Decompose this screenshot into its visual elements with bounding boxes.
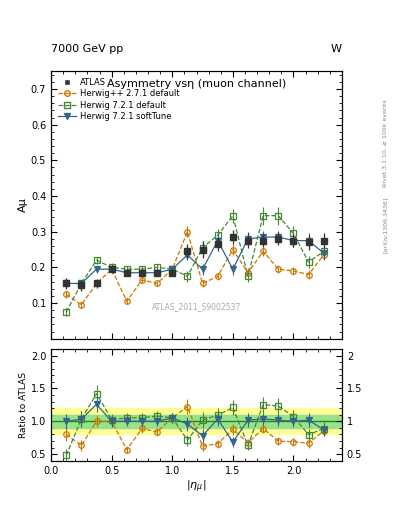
X-axis label: $|\eta_\mu|$: $|\eta_\mu|$ <box>186 478 207 495</box>
Text: Rivet 3.1.10, ≥ 100k events: Rivet 3.1.10, ≥ 100k events <box>383 99 388 187</box>
Text: W: W <box>331 44 342 54</box>
Y-axis label: Ratio to ATLAS: Ratio to ATLAS <box>19 372 28 438</box>
Text: 7000 GeV pp: 7000 GeV pp <box>51 44 123 54</box>
Y-axis label: Aμ: Aμ <box>18 198 28 212</box>
Legend: ATLAS, Herwig++ 2.7.1 default, Herwig 7.2.1 default, Herwig 7.2.1 softTune: ATLAS, Herwig++ 2.7.1 default, Herwig 7.… <box>55 75 182 124</box>
Bar <box>51 415 342 428</box>
Text: Asymmetry vsη (muon channel): Asymmetry vsη (muon channel) <box>107 79 286 89</box>
Bar <box>51 408 342 435</box>
Text: ATLAS_2011_S9002537: ATLAS_2011_S9002537 <box>152 302 241 311</box>
Text: [arXiv:1306.3436]: [arXiv:1306.3436] <box>383 197 388 253</box>
